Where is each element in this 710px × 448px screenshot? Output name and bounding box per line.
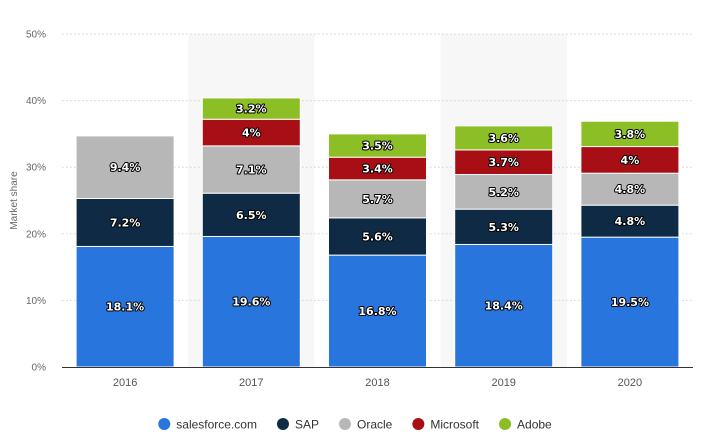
data-label: 3.8% [615,128,646,141]
legend-label: salesforce.com [176,418,257,432]
y-axis-label: Market share [9,171,20,230]
data-label: 5.7% [362,193,393,206]
bar-oracle-2016 [75,135,175,200]
y-tick-label: 50% [26,30,46,41]
data-label: 4.8% [615,215,646,228]
bar-adobe-2017 [201,97,301,120]
data-label: 5.3% [488,221,519,234]
legend-marker [499,418,512,430]
bar-oracle-2017 [201,145,301,194]
bar-oracle-2020 [580,172,680,206]
legend-item-adobe[interactable]: Adobe [499,418,552,432]
bar-sap-2018 [328,217,427,256]
legend-label: Oracle [357,418,393,432]
data-label: 3.6% [488,132,519,145]
bars [75,97,680,368]
legend-item-sap[interactable]: SAP [276,418,319,432]
bar-microsoft-2020 [580,146,680,174]
x-tick-label: 2016 [113,377,137,389]
x-tick-label: 2018 [365,377,389,389]
bar-salesforce-com-2019 [454,243,554,368]
y-tick-label: 10% [26,296,46,307]
x-tick-label: 2017 [239,377,263,389]
bar-salesforce-com-2020 [580,236,680,368]
data-label: 9.4% [110,161,141,174]
data-label: 7.2% [110,216,141,229]
legend-marker [276,418,289,430]
bar-adobe-2019 [454,125,554,151]
data-label: 4% [242,127,261,140]
bar-oracle-2018 [328,179,427,219]
data-label: 18.4% [485,300,523,313]
data-label: 7.1% [236,164,267,177]
legend-label: Microsoft [430,418,479,432]
legend-item-salesforce-com[interactable]: salesforce.com [158,418,257,432]
x-tick-label: 2020 [618,377,642,389]
bar-adobe-2018 [328,133,427,158]
data-label: 3.7% [488,156,519,169]
bar-microsoft-2017 [201,118,301,147]
data-label: 4.8% [615,183,646,196]
y-tick-label: 30% [26,163,46,174]
bar-sap-2020 [580,204,680,238]
data-label: 5.6% [362,230,393,243]
legend-marker [338,418,351,430]
legend-marker [158,418,171,430]
data-label: 3.2% [236,103,267,116]
legend-label: SAP [295,418,319,432]
data-label: 3.4% [362,163,393,176]
legend-item-oracle[interactable]: Oracle [338,418,393,432]
x-axis-ticks: 2016 2017 2018 2019 2020 [113,377,642,389]
legend-marker [412,418,425,430]
data-label: 3.5% [362,140,393,153]
data-label: 16.8% [358,305,396,318]
y-tick-label: 20% [26,229,46,240]
data-label: 4% [621,154,640,167]
data-label: 19.6% [232,296,270,309]
bar-sap-2016 [75,198,175,247]
data-label: 19.5% [611,296,649,309]
data-label: 6.5% [236,209,267,222]
legend-label: Adobe [517,418,552,432]
data-labels: 18.1% 7.2% 9.4% 19.6% 6.5% 7.1% 4% 3.2% 16.8% 5.6… [105,102,650,319]
legend-item-microsoft[interactable]: Microsoft [412,418,480,432]
data-label: 18.1% [106,301,144,314]
bar-adobe-2020 [580,120,680,148]
y-axis-ticks: 0% 10% 20% 30% 40% 50% [26,30,46,374]
legend: salesforce.com SAP Oracle Microsoft Adobe [158,418,552,432]
y-tick-label: 0% [32,363,47,374]
x-tick-label: 2019 [491,377,515,389]
data-label: 5.2% [488,186,519,199]
bar-salesforce-com-2016 [75,245,175,368]
y-tick-label: 40% [26,96,46,107]
